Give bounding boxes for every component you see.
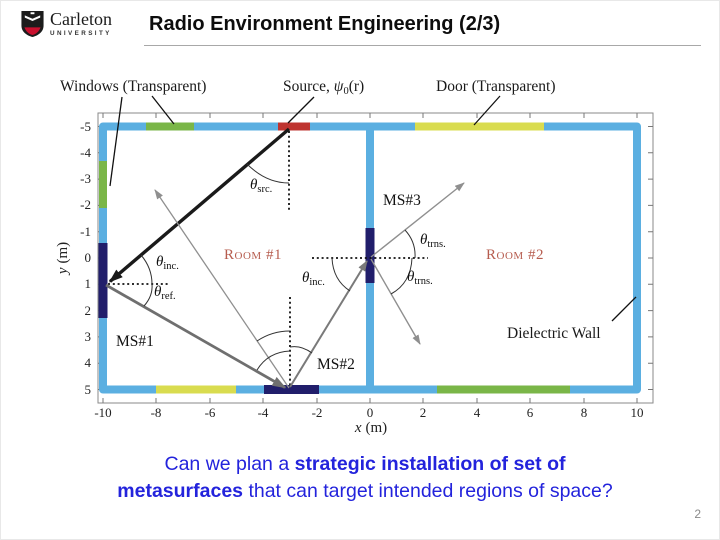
x-tick-label: 8 (581, 405, 588, 420)
dielectric-wall-label: Dielectric Wall (507, 325, 601, 342)
ray-ms1-to-ms2 (105, 283, 287, 389)
theta-inc-ms3-label: θinc. (302, 270, 325, 288)
slide-title: Radio Environment Engineering (2/3) (149, 13, 501, 35)
room2-label: Room #2 (486, 247, 544, 263)
theta-trns-upper-label: θtrns. (420, 232, 446, 250)
y-tick-label: -1 (80, 224, 91, 239)
x-ticks-bottom (102, 398, 638, 403)
ms3-label: MS#3 (383, 192, 421, 209)
source-callout: Source, ψ0(r) (283, 78, 364, 97)
caption-text: that can target intended regions of spac… (243, 480, 613, 502)
theta-ref-ms1-label: θref. (154, 284, 176, 302)
arc-ms2-outer (256, 330, 291, 342)
rays (105, 127, 465, 389)
y-ticks-right (648, 126, 653, 390)
logo-name: Carleton (50, 9, 112, 29)
x-tick-label: -4 (258, 405, 269, 420)
y-tick-label: 0 (85, 250, 92, 265)
arc-theta-trns-upper (404, 229, 416, 259)
y-tick-label: -4 (80, 145, 91, 160)
pointer-door (473, 95, 501, 126)
surface-normals (108, 131, 428, 387)
x-tick-label: 2 (420, 405, 427, 420)
arc-theta-inc-ref-ms1 (140, 254, 153, 307)
callout-pointers (109, 95, 637, 322)
theta-trns-lower-label: θtrns. (407, 269, 433, 287)
ray-ms2-to-ms3 (289, 260, 368, 388)
x-tick-label: -10 (94, 405, 111, 420)
theta-src-label: θsrc. (250, 177, 272, 195)
caption-bold-text: metasurfaces (117, 480, 244, 502)
ray-ms2-up-left (154, 189, 290, 389)
caption-line-1: Can we plan a strategic installation of … (40, 451, 690, 478)
arc-theta-inc-ms3 (331, 257, 351, 292)
theta-inc-ms1-label: θinc. (156, 254, 179, 272)
logo-tagline: UNIVERSITY (50, 30, 112, 37)
caption-text: Can we plan a (164, 453, 295, 475)
y-tick-label: 3 (85, 329, 92, 344)
arc-theta-trns-lower (390, 257, 413, 295)
y-tick-label: 1 (85, 276, 92, 291)
room1-label: Room #1 (224, 247, 282, 263)
y-tick-label: -2 (80, 197, 91, 212)
ray-ms3-transmitted-down (370, 258, 421, 345)
x-tick-label: 6 (527, 405, 534, 420)
x-tick-labels: -10 -8 -6 -4 -2 0 2 4 6 8 10 (94, 405, 643, 420)
pointer-dielectric-wall (611, 296, 637, 322)
arc-theta-src (246, 163, 290, 184)
door-callout: Door (Transparent) (436, 78, 556, 95)
pointer-window-top (151, 95, 175, 125)
title-divider (144, 45, 701, 46)
x-tick-label: -2 (312, 405, 323, 420)
pointer-window-left (109, 96, 123, 187)
ray-source-to-ms1 (108, 127, 291, 283)
caption: Can we plan a strategic installation of … (40, 451, 690, 505)
carleton-shield-icon (21, 11, 44, 37)
x-tick-label: 10 (631, 405, 644, 420)
y-tick-label: -5 (80, 119, 91, 134)
page-number: 2 (694, 507, 701, 521)
arc-ms2-right (289, 346, 313, 354)
x-ticks-top (102, 113, 638, 118)
y-tick-labels: -5 -4 -3 -2 -1 0 1 2 3 4 5 (80, 119, 91, 397)
angle-arcs (140, 163, 416, 371)
y-tick-label: 5 (85, 382, 92, 397)
y-tick-label: 4 (85, 355, 92, 370)
y-tick-label: -3 (80, 171, 91, 186)
windows-callout: Windows (Transparent) (60, 78, 206, 95)
ms1-label: MS#1 (116, 333, 154, 350)
x-axis-label: x (m) (354, 420, 387, 436)
y-tick-label: 2 (85, 303, 92, 318)
x-tick-label: 4 (474, 405, 481, 420)
caption-line-2: metasurfaces that can target intended re… (40, 478, 690, 505)
caption-bold-text: strategic installation of set of (294, 453, 566, 475)
arc-ms2-inner (256, 350, 291, 371)
x-tick-label: -8 (151, 405, 162, 420)
pointer-source (287, 96, 315, 124)
x-tick-label: -6 (205, 405, 216, 420)
ray-ms3-transmitted-up (370, 182, 465, 258)
y-axis-label: y(m) (55, 242, 71, 276)
ms2-label: MS#2 (317, 356, 355, 373)
carleton-logo: Carleton UNIVERSITY (20, 9, 112, 39)
x-tick-label: 0 (367, 405, 374, 420)
